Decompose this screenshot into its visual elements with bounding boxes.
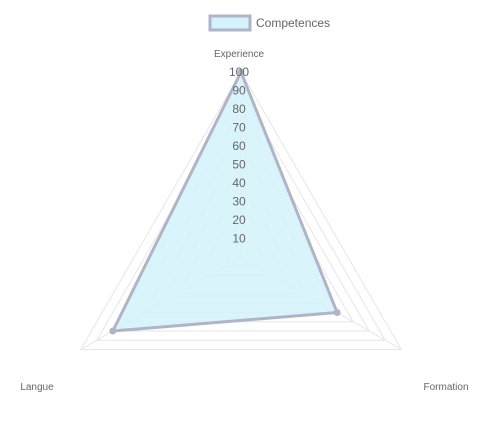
legend-swatch[interactable] xyxy=(208,14,252,32)
series-area-0 xyxy=(111,70,339,333)
radar-axis-labels: Experience Formation Langue xyxy=(20,49,468,393)
data-point-experience[interactable] xyxy=(237,68,245,76)
tick-label-80: 80 xyxy=(232,102,246,116)
grid-ring-10 xyxy=(79,70,403,350)
tick-label-70: 70 xyxy=(232,121,246,135)
legend-label[interactable]: Competences xyxy=(256,16,330,30)
tick-label-30: 30 xyxy=(232,195,246,209)
legend[interactable]: Competences xyxy=(208,14,330,32)
axis-label-experience: Experience xyxy=(214,49,264,60)
data-point-formation[interactable] xyxy=(333,309,341,316)
axis-label-langue: Langue xyxy=(20,382,54,393)
radar-series xyxy=(109,68,341,335)
tick-label-60: 60 xyxy=(232,139,246,153)
tick-label-10: 10 xyxy=(232,232,246,246)
radar-tick-labels: 10 20 30 40 50 60 70 80 90 100 xyxy=(229,65,249,246)
data-point-langue[interactable] xyxy=(109,327,117,335)
axis-label-formation: Formation xyxy=(423,382,468,393)
tick-label-50: 50 xyxy=(232,158,246,172)
tick-label-40: 40 xyxy=(232,176,246,190)
tick-label-100: 100 xyxy=(229,65,249,79)
tick-label-90: 90 xyxy=(232,84,246,98)
tick-label-20: 20 xyxy=(232,213,246,227)
